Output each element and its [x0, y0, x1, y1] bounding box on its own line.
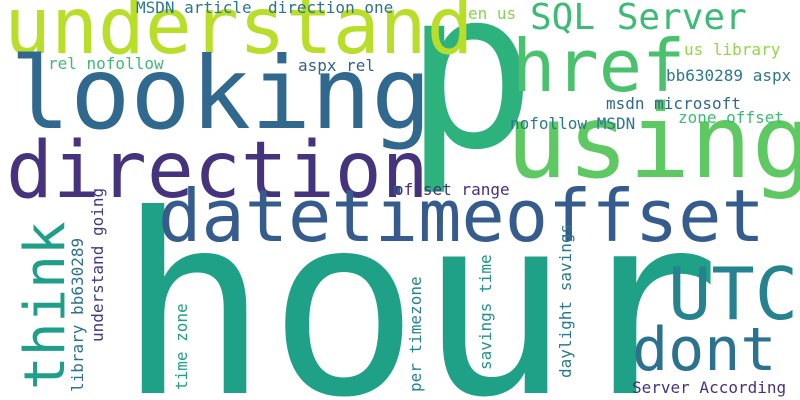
word-href: href	[512, 24, 686, 108]
word-rel-nofollow: rel nofollow	[48, 54, 164, 73]
word-nofollow-msdn: nofollow MSDN	[510, 114, 636, 133]
word-zone-offset: zone offset	[678, 108, 784, 127]
word-dont: dont	[632, 315, 777, 385]
word-msdn-microsoft: msdn microsoft	[606, 94, 741, 113]
word-per-timezone: per timezone	[406, 276, 425, 392]
word-understand-going: understand going	[88, 187, 107, 342]
word-direction: direction	[6, 126, 429, 216]
word-offset-range: offset range	[394, 180, 510, 199]
word-en-us: en us	[468, 4, 517, 23]
word-library-bb630289: library bb630289	[68, 237, 87, 392]
word-hour: hour	[118, 161, 721, 400]
word-savings-time: savings time	[476, 254, 495, 370]
word-datetimeoffset: datetimeoffset	[158, 174, 765, 258]
word-understand: understand	[4, 0, 474, 72]
word-us-library: us library	[684, 40, 781, 59]
word-using: using	[506, 83, 800, 202]
word-sql-server: SQL Server	[530, 0, 747, 38]
word-direction-one: direction one	[268, 0, 394, 17]
word-bb630289-aspx: bb630289 aspx	[666, 66, 792, 85]
word-daylight-savings: daylight savings	[556, 223, 575, 378]
word-server-according: Server According	[632, 378, 787, 397]
word-think: think	[13, 221, 78, 390]
word-p: p	[404, 0, 537, 198]
word-utc: UTC	[668, 252, 799, 336]
word-msdn-article: MSDN article	[136, 0, 252, 17]
word-looking: looking	[10, 35, 432, 152]
word-time-zone: time zone	[172, 303, 191, 390]
word-aspx-rel: aspx rel	[298, 56, 376, 75]
